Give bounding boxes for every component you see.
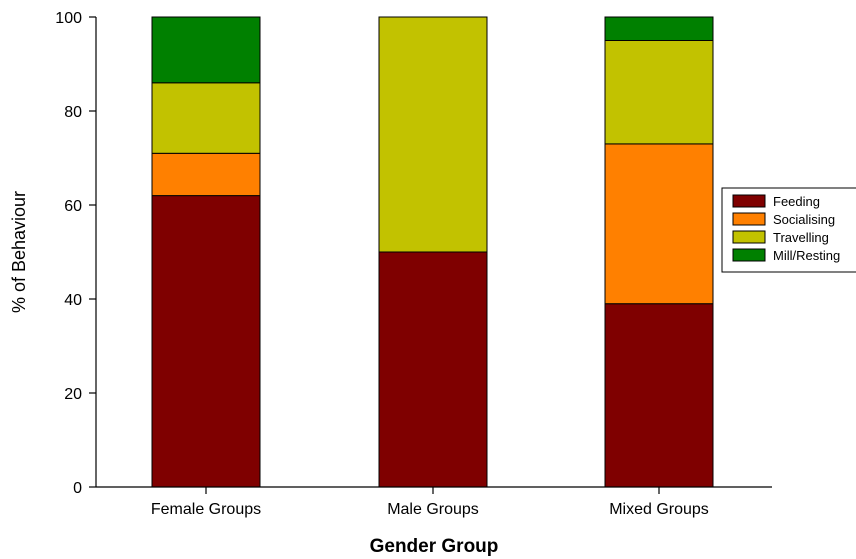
legend-swatch-socialising <box>732 212 766 226</box>
x-axis-label: Gender Group <box>370 536 499 557</box>
legend-label-travelling: Travelling <box>773 230 829 245</box>
legend-label-socialising: Socialising <box>773 212 835 227</box>
bar-female-groups-socialising <box>151 152 261 197</box>
bar-mixed-groups-socialising <box>604 143 714 305</box>
legend-swatch-travelling <box>732 230 766 244</box>
x-tick-label: Male Groups <box>387 501 479 518</box>
bars-group <box>151 16 714 488</box>
x-tick-label: Mixed Groups <box>609 501 709 518</box>
y-tick-label: 40 <box>64 292 82 309</box>
y-axis-label: % of Behaviour <box>9 191 29 313</box>
bar-mixed-groups-feeding <box>604 303 714 488</box>
bar-mixed-groups-travelling <box>604 40 714 145</box>
y-tick-label: 80 <box>64 104 82 121</box>
y-tick-label: 60 <box>64 198 82 215</box>
y-ticks-group: 0 20 40 60 80 100 <box>55 10 96 497</box>
legend-swatch-feeding <box>732 194 766 208</box>
legend-label-mill-resting: Mill/Resting <box>773 248 840 263</box>
legend: Feeding Socialising Travelling Mill/Resting <box>721 187 856 273</box>
legend-label-feeding: Feeding <box>773 194 820 209</box>
y-tick-label: 20 <box>64 386 82 403</box>
x-ticks-group: Female Groups Male Groups Mixed Groups <box>151 487 709 518</box>
x-tick-label: Female Groups <box>151 501 261 518</box>
y-tick-label: 100 <box>55 10 82 27</box>
bar-female-groups-feeding <box>151 195 261 488</box>
bar-female-groups-travelling <box>151 82 261 154</box>
bar-mixed-groups-mill-resting <box>604 16 714 41</box>
bar-female-groups-mill-resting <box>151 16 261 84</box>
y-tick-label: 0 <box>73 480 82 497</box>
bar-male-groups-feeding <box>378 251 488 488</box>
legend-swatch-mill-resting <box>732 248 766 262</box>
bar-male-groups-travelling <box>378 16 488 253</box>
